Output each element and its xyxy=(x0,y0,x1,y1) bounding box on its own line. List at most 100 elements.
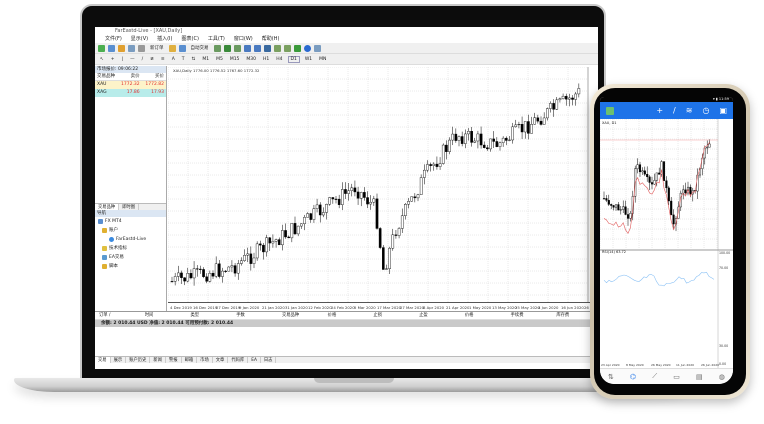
label-icon[interactable]: T xyxy=(181,56,185,62)
indicators-icon[interactable]: ≋ xyxy=(685,106,693,115)
new-order-button[interactable]: 新订单 xyxy=(150,46,164,51)
crosshair-icon[interactable]: + xyxy=(656,106,664,115)
terminal-col[interactable]: 手续费 xyxy=(510,313,524,318)
menu-tools[interactable]: 工具(T) xyxy=(207,36,225,42)
chat-tab-icon[interactable]: ◍ xyxy=(718,372,725,381)
terminal-tab[interactable]: 日志 xyxy=(261,357,277,363)
phone-chart[interactable]: 100.00 70.00 30.00 0.00 23 Apr 2020 8 May 202… xyxy=(600,119,733,368)
menu-insert[interactable]: 插入(I) xyxy=(157,36,173,42)
tf-h1[interactable]: H1 xyxy=(263,56,270,62)
terminal-icon[interactable] xyxy=(138,44,145,52)
candlestick-icon[interactable] xyxy=(223,44,231,52)
candle xyxy=(337,198,341,205)
strategy-tester-icon[interactable] xyxy=(178,44,186,52)
tf-w1[interactable]: W1 xyxy=(304,56,313,62)
terminal-tab[interactable]: 账户历史 xyxy=(126,357,151,363)
terminal-col[interactable]: 止盈 xyxy=(419,313,428,318)
x-tick-label: 9 Jan 2020 xyxy=(239,305,260,310)
nav-expert-advisors[interactable]: EA交易 xyxy=(95,253,166,262)
terminal-col[interactable]: 交易品种 xyxy=(281,313,300,318)
tab-symbols[interactable]: 交易品种 xyxy=(95,204,120,210)
terminal-col[interactable]: 价格 xyxy=(464,313,474,318)
bar-chart-icon[interactable] xyxy=(213,44,221,52)
market-watch-icon[interactable] xyxy=(118,44,125,52)
x-tick-label: 23 Apr 2020 xyxy=(601,363,620,367)
templates-icon[interactable] xyxy=(313,44,321,52)
history-tab-icon[interactable]: ▭ xyxy=(673,372,680,381)
terminal-tab[interactable]: 代码库 xyxy=(228,357,249,363)
terminal-tab[interactable]: 邮箱 xyxy=(182,357,198,363)
tf-m15[interactable]: M15 xyxy=(229,56,240,62)
terminal-col[interactable]: 订单 / xyxy=(99,313,111,318)
profiles-icon[interactable] xyxy=(108,44,115,52)
menu-window[interactable]: 窗口(W) xyxy=(233,36,253,42)
tf-h4[interactable]: H4 xyxy=(276,56,283,62)
tile-windows-icon[interactable] xyxy=(263,44,271,52)
terminal-tab[interactable]: EA xyxy=(248,357,261,363)
terminal-tab[interactable]: 交易 xyxy=(95,357,111,363)
nav-account-live[interactable]: FarEastd-Live xyxy=(95,235,166,244)
fibonacci-icon[interactable]: ≡ xyxy=(160,56,165,62)
autoscroll-icon[interactable] xyxy=(273,44,281,52)
symbol-icon[interactable] xyxy=(606,106,614,115)
terminal-col[interactable]: 库存费 xyxy=(556,313,570,318)
candle xyxy=(334,198,338,200)
crosshair-icon[interactable]: + xyxy=(110,56,115,62)
chart-tab-icon[interactable]: ⌬ xyxy=(630,372,637,381)
price-chart[interactable] xyxy=(168,67,598,311)
channel-icon[interactable]: ≢ xyxy=(150,56,154,62)
nav-accounts[interactable]: 账户 xyxy=(95,226,166,235)
tf-d1[interactable]: D1 xyxy=(287,55,300,63)
timeframe-icon[interactable]: ◷ xyxy=(702,106,710,115)
terminal-col[interactable]: 时间 xyxy=(144,313,154,318)
terminal-tab[interactable]: 警报 xyxy=(166,357,182,363)
terminal-tab[interactable]: 展示 xyxy=(111,357,127,363)
line-chart-icon[interactable] xyxy=(233,44,241,52)
quotes-tab-icon[interactable]: ⇅ xyxy=(608,372,614,381)
tf-m1[interactable]: M1 xyxy=(202,56,210,62)
vertical-line-icon[interactable]: | xyxy=(121,56,124,62)
tf-mn[interactable]: MN xyxy=(319,56,327,62)
tf-m5[interactable]: M5 xyxy=(216,56,223,62)
terminal-tab[interactable]: 新闻 xyxy=(150,357,166,363)
candle xyxy=(240,260,243,264)
tf-m30[interactable]: M30 xyxy=(246,56,257,62)
indicators-icon[interactable] xyxy=(293,44,301,52)
terminal-tab[interactable]: 市场 xyxy=(197,357,213,363)
navigator-icon[interactable] xyxy=(128,44,135,52)
terminal-tab[interactable]: 文章 xyxy=(213,357,229,363)
terminal-col[interactable]: 价格 xyxy=(327,313,337,318)
candle xyxy=(441,144,445,164)
zoom-in-icon[interactable] xyxy=(243,44,251,52)
zoom-out-icon[interactable] xyxy=(253,44,261,52)
terminal-col[interactable]: 类型 xyxy=(190,313,200,318)
col-ask: 买价 xyxy=(154,74,164,79)
terminal-col[interactable]: 止损 xyxy=(373,313,382,318)
nav-indicators[interactable]: 技术指标 xyxy=(95,244,166,253)
text-icon[interactable]: A xyxy=(171,56,175,62)
nav-scripts[interactable]: 脚本 xyxy=(95,262,166,271)
auto-trading-button[interactable]: 自动交易 xyxy=(190,46,209,51)
news-tab-icon[interactable]: ▤ xyxy=(696,372,703,381)
menu-file[interactable]: 文件(F) xyxy=(105,36,122,42)
trendline-icon[interactable]: / xyxy=(141,56,144,62)
menu-charts[interactable]: 图表(C) xyxy=(181,36,199,42)
menu-view[interactable]: 显示(V) xyxy=(130,36,149,42)
symbol-row-xag[interactable]: XAG 17.86 17.93 xyxy=(95,89,166,97)
periods-icon[interactable] xyxy=(303,44,311,52)
nav-root[interactable]: FX MT4 xyxy=(95,217,166,226)
arrows-icon[interactable]: ⇅ xyxy=(191,56,196,62)
tab-tick-chart[interactable]: 即时图 xyxy=(119,204,140,210)
menu-help[interactable]: 帮助(H) xyxy=(261,36,280,42)
symbol-row-xau[interactable]: XAU 1772.32 1772.82 xyxy=(95,81,166,89)
terminal-col[interactable]: 手数 xyxy=(236,313,245,318)
trade-tab-icon[interactable]: ⟋ xyxy=(652,372,658,380)
new-order-icon[interactable]: ▣ xyxy=(719,106,727,115)
horizontal-line-icon[interactable]: — xyxy=(130,56,135,62)
objects-icon[interactable]: / xyxy=(673,106,676,115)
new-chart-icon[interactable] xyxy=(98,44,105,52)
cursor-icon[interactable]: ↖ xyxy=(100,56,104,62)
chart-shift-icon[interactable] xyxy=(283,44,291,52)
terminal-tabs: 交易 展示 账户历史 新闻 警报 邮箱 市场 文章 代码库 EA 日志 xyxy=(95,356,598,363)
metaeditor-icon[interactable] xyxy=(168,44,176,52)
